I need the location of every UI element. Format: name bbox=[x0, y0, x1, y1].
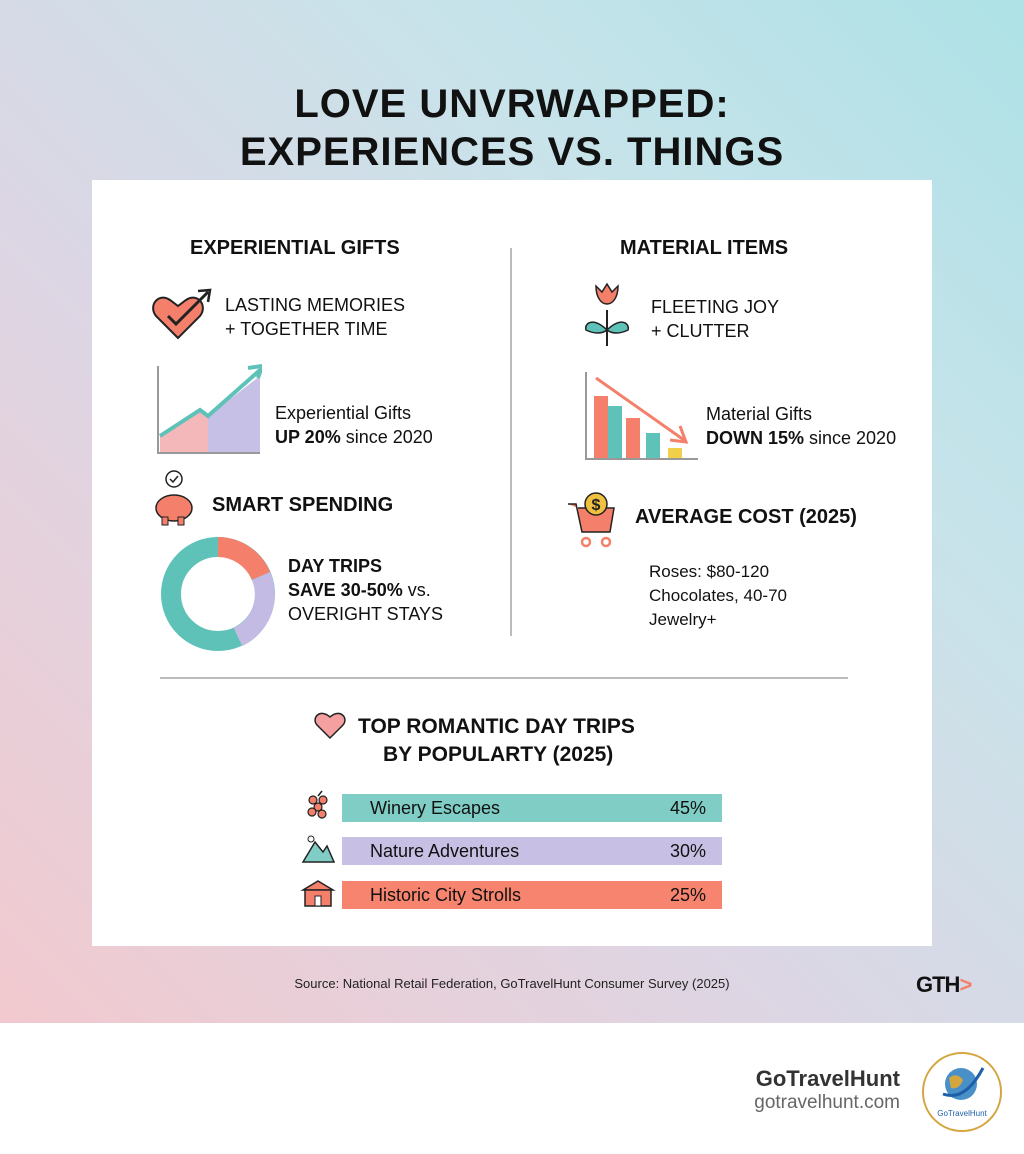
shopping-cart-icon: $ bbox=[568, 492, 615, 548]
brand-block: GoTravelHunt gotravelhunt.com bbox=[754, 1066, 900, 1114]
rose-icon bbox=[584, 282, 630, 346]
cost-list: Roses: $80-120 Chocolates, 40-70 Jewelry… bbox=[649, 560, 787, 632]
vertical-divider bbox=[510, 248, 512, 636]
building-icon bbox=[300, 880, 336, 907]
falling-chart-icon bbox=[585, 372, 698, 460]
fleeting-joy: FLEETING JOY + CLUTTER bbox=[651, 297, 780, 341]
cost-item: Chocolates, 40-70 bbox=[649, 586, 787, 605]
heart-arrow-icon bbox=[152, 288, 212, 340]
cost-item: Jewelry+ bbox=[649, 610, 717, 629]
infographic-card: EXPERIENTIAL GIFTS MATERIAL ITEMS LASTIN… bbox=[92, 180, 932, 946]
heart-icon bbox=[314, 712, 346, 740]
grapes-icon bbox=[307, 790, 328, 819]
material-stat: Material Gifts DOWN 15% since 2020 bbox=[706, 404, 897, 448]
source-note: Source: National Retail Federation, GoTr… bbox=[294, 976, 730, 991]
experiential-stat: Experiential Gifts UP 20% since 2020 bbox=[275, 403, 433, 447]
brand-url[interactable]: gotravelhunt.com bbox=[754, 1092, 900, 1113]
donut-lavender bbox=[233, 572, 275, 647]
trip-bar-historic: Historic City Strolls 25% bbox=[342, 881, 722, 909]
brand-name: GoTravelHunt bbox=[755, 1066, 900, 1091]
brand-logo: GoTravelHunt bbox=[922, 1052, 1002, 1132]
cost-item: Roses: $80-120 bbox=[649, 562, 770, 581]
lasting-memories: LASTING MEMORIES + TOGETHER TIME bbox=[225, 295, 406, 339]
corner-logo: GTH> bbox=[916, 972, 972, 997]
rising-chart-icon bbox=[157, 364, 262, 454]
trip-bar-nature: Nature Adventures 30% bbox=[342, 837, 722, 865]
trips-heading: TOP ROMANTIC DAY TRIPS BY POPULARTY (2025… bbox=[358, 715, 635, 766]
smart-spending: SMART SPENDING bbox=[212, 494, 394, 516]
donut-coral bbox=[217, 537, 271, 581]
material-heading: MATERIAL ITEMS bbox=[620, 237, 789, 259]
day-trips-text: DAY TRIPS SAVE 30-50% vs. OVERIGHT STAYS bbox=[288, 556, 444, 624]
savings-donut bbox=[161, 537, 275, 651]
trip-bar-winery: Winery Escapes 45% bbox=[342, 794, 722, 822]
horizontal-divider bbox=[160, 677, 848, 679]
piggy-bank-icon bbox=[155, 470, 193, 526]
mountain-icon bbox=[301, 835, 335, 863]
experiential-heading: EXPERIENTIAL GIFTS bbox=[190, 237, 400, 259]
svg-text:$: $ bbox=[592, 497, 601, 514]
average-cost-heading: AVERAGE COST (2025) bbox=[635, 506, 857, 528]
globe-icon bbox=[942, 1067, 985, 1100]
page-title: LOVE UNVRWAPPED: EXPERIENCES VS. THINGS bbox=[239, 82, 785, 174]
